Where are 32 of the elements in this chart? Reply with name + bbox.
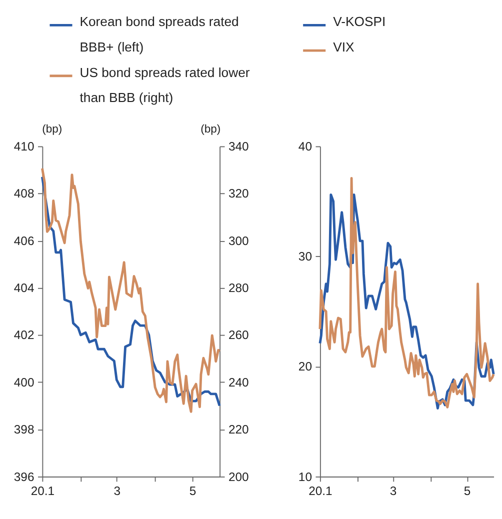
y-tick-label: 400: [14, 375, 34, 390]
x-tick-label: 5: [189, 484, 196, 498]
y-tick-label: 396: [14, 470, 34, 484]
y-tick-label: 10: [298, 470, 312, 484]
y-tick-label: 30: [298, 250, 312, 264]
y-tick-label: 398: [14, 422, 34, 437]
y2-tick-label: 300: [228, 234, 250, 248]
y2-tick-label: 260: [228, 328, 250, 342]
legend-label: VIX: [333, 39, 355, 54]
y-tick-label: 402: [14, 328, 34, 342]
y-tick-label: 406: [14, 234, 34, 248]
x-tick-label: 20.1: [30, 484, 55, 498]
y-tick-label: 410: [14, 139, 34, 154]
legend-label: V-KOSPI: [333, 14, 386, 30]
y2-tick-label: 280: [228, 281, 250, 296]
y-tick-label: 404: [14, 281, 34, 296]
y2-tick-label: 320: [228, 186, 250, 201]
legend-label: US bond spreads rated lower than BBB (right): [80, 64, 250, 106]
y2-tick-label: 220: [228, 422, 250, 437]
legend-label: Korean bond spreads rated BBB+ (left): [80, 14, 239, 54]
y-tick-label: 408: [14, 186, 34, 201]
y-axis-title: (bp): [42, 124, 62, 136]
y2-tick-label: 200: [228, 470, 250, 484]
y2-tick-label: 340: [228, 139, 250, 154]
y2-axis-title: (bp): [200, 124, 221, 136]
y-tick-label: 20: [298, 360, 312, 374]
x-tick-label: 20.1: [308, 484, 333, 498]
x-tick-label: 3: [390, 484, 397, 498]
x-tick-label: 5: [464, 484, 471, 498]
y2-tick-label: 240: [228, 375, 250, 390]
y-tick-label: 40: [298, 139, 312, 154]
x-tick-label: 3: [114, 484, 121, 498]
